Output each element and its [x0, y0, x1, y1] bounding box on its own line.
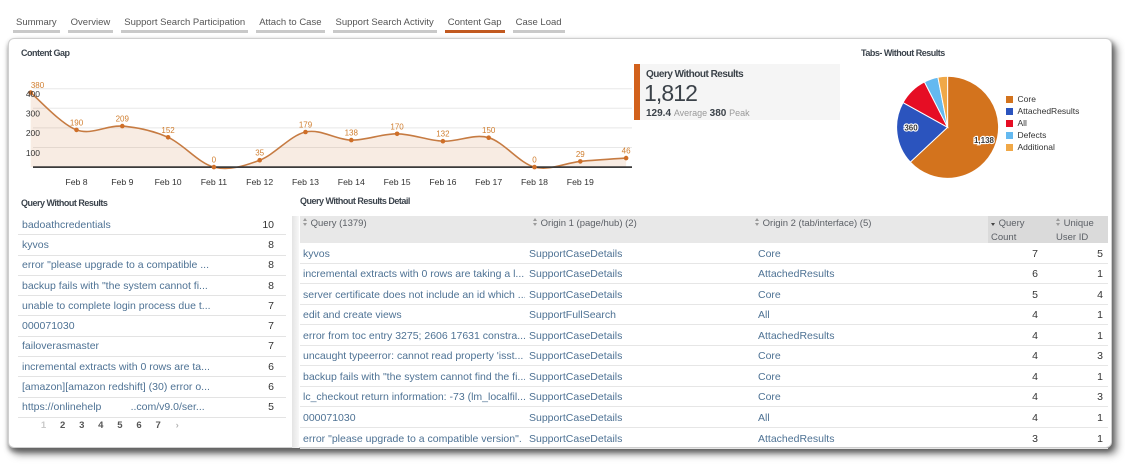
svg-text:190: 190 — [70, 118, 84, 127]
svg-text:100: 100 — [26, 148, 40, 158]
svg-text:132: 132 — [436, 130, 450, 139]
svg-text:Feb 10: Feb 10 — [155, 177, 182, 187]
svg-text:150: 150 — [482, 126, 496, 135]
svg-text:29: 29 — [576, 150, 585, 159]
svg-text:0: 0 — [212, 156, 217, 165]
svg-text:46: 46 — [622, 147, 631, 156]
svg-text:200: 200 — [26, 128, 40, 138]
svg-text:Feb 18: Feb 18 — [521, 177, 548, 187]
svg-text:138: 138 — [345, 129, 359, 138]
svg-text:300: 300 — [26, 109, 40, 119]
svg-text:179: 179 — [299, 121, 313, 130]
svg-text:Feb 8: Feb 8 — [65, 177, 87, 187]
svg-text:360: 360 — [904, 124, 918, 133]
svg-text:1,138: 1,138 — [974, 136, 995, 145]
svg-text:Feb 16: Feb 16 — [429, 177, 456, 187]
svg-text:Feb 13: Feb 13 — [292, 177, 319, 187]
svg-text:Feb 11: Feb 11 — [201, 177, 228, 187]
svg-text:35: 35 — [255, 149, 264, 158]
svg-text:Feb 9: Feb 9 — [111, 177, 133, 187]
svg-text:Feb 14: Feb 14 — [338, 177, 365, 187]
svg-text:Feb 15: Feb 15 — [384, 177, 411, 187]
svg-text:170: 170 — [390, 122, 404, 131]
svg-text:152: 152 — [161, 126, 175, 135]
svg-text:0: 0 — [532, 156, 537, 165]
svg-text:380: 380 — [31, 81, 45, 90]
svg-text:400: 400 — [26, 89, 40, 99]
svg-text:Feb 12: Feb 12 — [246, 177, 273, 187]
svg-text:Feb 19: Feb 19 — [567, 177, 594, 187]
svg-text:Feb 17: Feb 17 — [475, 177, 502, 187]
svg-text:209: 209 — [116, 115, 130, 124]
